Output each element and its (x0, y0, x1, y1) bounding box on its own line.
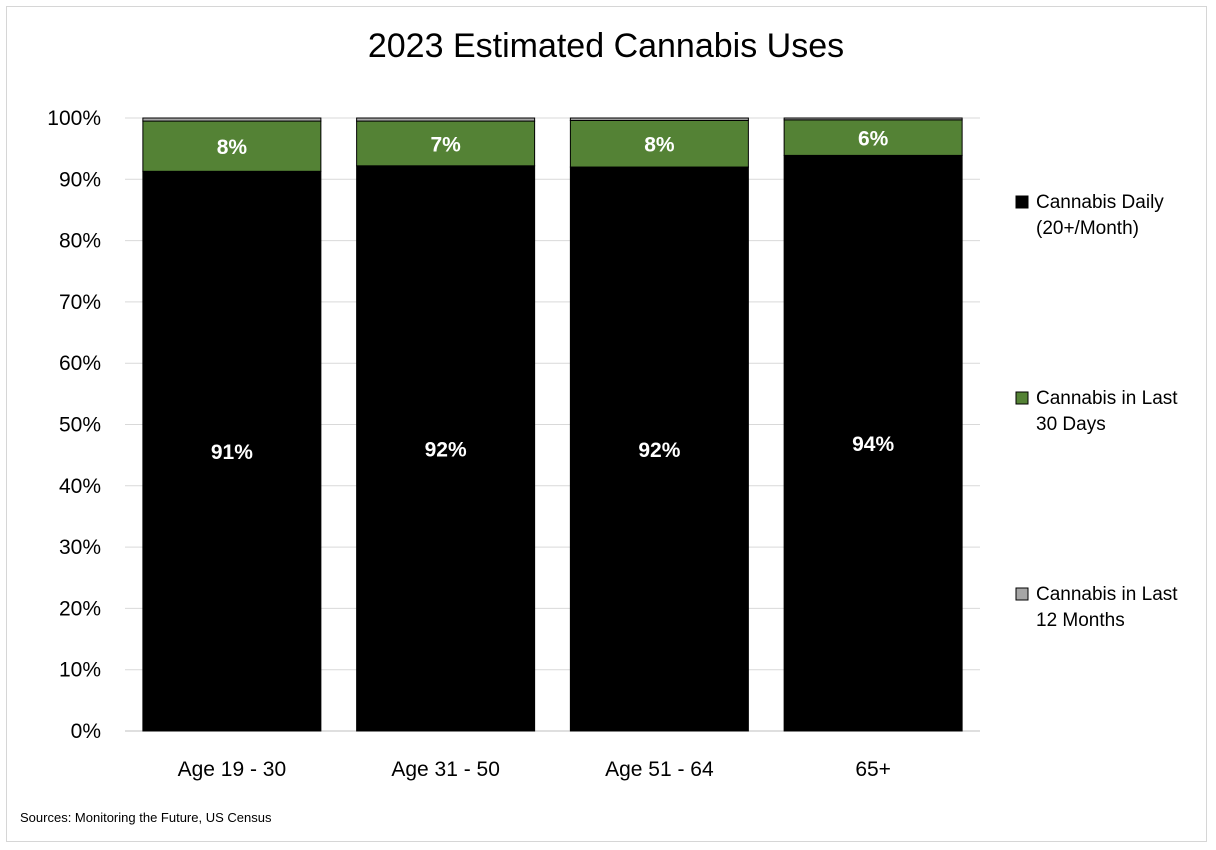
bar-segment (569, 117, 749, 121)
bar-segment (356, 165, 536, 732)
bar-segment (142, 117, 322, 122)
legend-label: Cannabis in Last 12 Months (1036, 584, 1178, 631)
bar-segment (142, 170, 322, 732)
bar-segment (142, 120, 322, 172)
x-axis-categories: Age 19 - 30 Age 31 - 50 Age 51 - 64 65+ (178, 758, 891, 781)
data-label: 94% (852, 433, 894, 456)
y-tick-label: 60% (59, 352, 101, 375)
chart-title: 2023 Estimated Cannabis Uses (368, 27, 844, 65)
x-category-label: Age 19 - 30 (178, 758, 287, 781)
legend-swatch (1015, 391, 1029, 405)
y-axis-ticks: 0% 10% 20% 30% 40% 50% 60% 70% 80% 90% 100% (47, 107, 101, 743)
bar-segment (783, 117, 963, 121)
legend: Cannabis Daily (20+/Month) Cannabis in Las… (1015, 192, 1178, 631)
y-tick-label: 80% (59, 230, 101, 253)
y-tick-label: 100% (47, 107, 101, 130)
data-label: 7% (430, 133, 461, 156)
data-label: 8% (217, 136, 248, 159)
data-label: 6% (858, 128, 889, 151)
y-tick-label: 50% (59, 414, 101, 437)
x-category-label: Age 51 - 64 (605, 758, 714, 781)
y-tick-label: 20% (59, 597, 101, 620)
bar-segment (569, 119, 749, 168)
legend-swatch (1015, 587, 1029, 601)
y-tick-label: 30% (59, 536, 101, 559)
y-tick-label: 10% (59, 659, 101, 682)
bar-segment (569, 166, 749, 732)
legend-swatch (1015, 195, 1029, 209)
bar-segment (356, 117, 536, 122)
y-tick-label: 90% (59, 168, 101, 191)
y-tick-label: 40% (59, 475, 101, 498)
data-label: 92% (638, 439, 680, 462)
bars: 91% 8% 92% 7% 92% 8% 94% 6% (142, 117, 963, 732)
source-note: Sources: Monitoring the Future, US Censu… (20, 810, 272, 825)
legend-label: Cannabis Daily (20+/Month) (1036, 192, 1164, 239)
data-label: 8% (644, 134, 675, 157)
bar-segment (783, 119, 963, 156)
x-category-label: Age 31 - 50 (391, 758, 500, 781)
legend-label: Cannabis in Last 30 Days (1036, 388, 1178, 435)
data-label: 91% (211, 441, 253, 464)
y-tick-label: 0% (71, 720, 101, 743)
x-category-label: 65+ (855, 758, 891, 781)
y-tick-label: 70% (59, 291, 101, 314)
data-label: 92% (425, 438, 467, 461)
